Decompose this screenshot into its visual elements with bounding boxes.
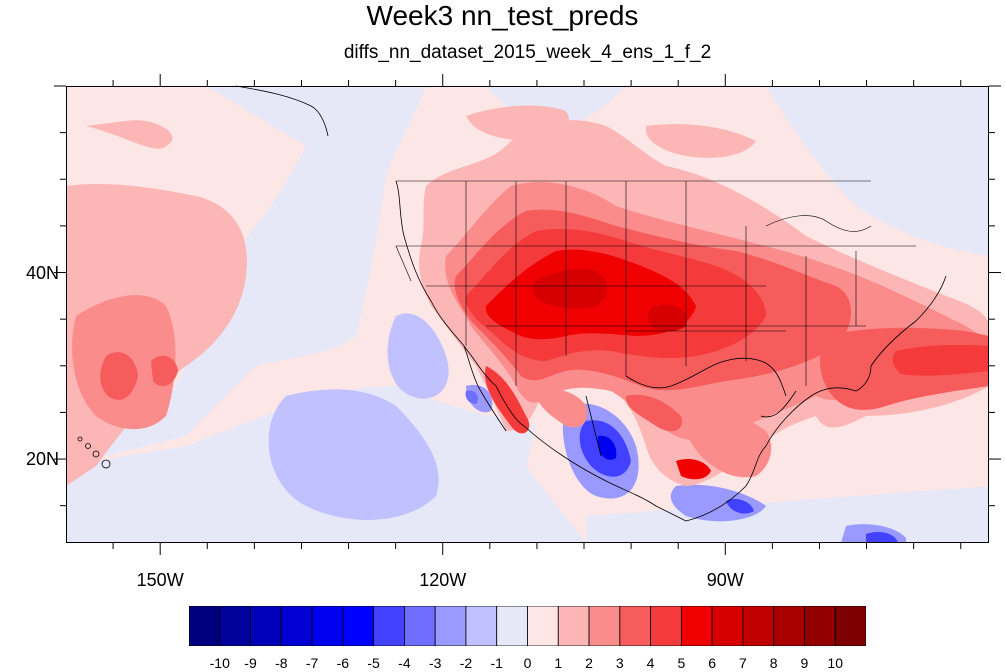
warm-anomaly-regions	[66, 105, 990, 487]
colorbar-label: 9	[800, 655, 809, 671]
colorbar-label: 10	[827, 655, 843, 671]
colorbar-label: 4	[646, 655, 655, 671]
colorbar-box	[804, 606, 836, 646]
colorbar-box	[527, 606, 559, 646]
colorbar-box	[680, 606, 713, 646]
y-tick-label: 20N	[26, 449, 60, 470]
hawaii-islands	[77, 436, 111, 469]
colorbar-label: 7	[739, 655, 747, 671]
colorbar-box	[834, 606, 866, 646]
colorbar-box	[342, 606, 375, 646]
colorbar-label: -10	[209, 655, 230, 671]
map-title: Week3 nn_test_preds	[366, 0, 639, 31]
axis-ticks	[54, 74, 1001, 555]
colorbar-label: 6	[708, 655, 717, 671]
map-frame	[66, 86, 989, 543]
colorbar-box	[311, 606, 344, 646]
colorbar-boxes	[189, 606, 866, 646]
colorbar-box	[557, 606, 590, 646]
colorbar-box	[588, 606, 621, 646]
map-panel	[54, 74, 1001, 555]
colorbar-label: 0	[523, 655, 532, 671]
colorbar-label: -5	[367, 655, 380, 671]
colorbar-box	[250, 606, 282, 646]
colorbar-label: -3	[428, 655, 442, 671]
colorbar-label: 3	[615, 655, 624, 671]
x-tick-label: 90W	[706, 570, 744, 590]
colorbar-label: -9	[244, 655, 257, 671]
colorbar-box	[496, 606, 528, 646]
colorbar-box	[465, 606, 498, 646]
map-subtitle: diffs_nn_dataset_2015_week_4_ens_1_f_2	[343, 42, 712, 63]
state-borders	[395, 180, 916, 386]
colorbar-box	[650, 606, 682, 646]
colorbar-label: 5	[677, 655, 686, 671]
colorbar-label: -7	[305, 655, 319, 671]
colorbar-label: -4	[398, 655, 411, 671]
colorbar-box	[373, 606, 405, 646]
colorbar-box	[711, 606, 744, 646]
colorbar-label: 2	[585, 655, 593, 671]
colorbar-label: 8	[769, 655, 778, 671]
coastlines	[235, 85, 947, 522]
colorbar-box	[619, 606, 651, 646]
x-tick-label: 150W	[136, 570, 184, 590]
colorbar-box	[404, 606, 436, 646]
colorbar-box	[219, 606, 251, 646]
colorbar-box	[280, 606, 313, 646]
colorbar-label: -1	[490, 655, 503, 671]
x-tick-label: 120W	[419, 570, 467, 590]
colorbar-label: -2	[459, 655, 473, 671]
colorbar-box	[434, 606, 467, 646]
colorbar-label: 1	[554, 655, 563, 671]
colorbar	[189, 606, 866, 646]
colorbar-box	[773, 606, 805, 646]
colorbar-label: -8	[275, 655, 288, 671]
colorbar-label: -6	[336, 655, 350, 671]
map-plot	[54, 74, 1001, 555]
colorbar-box	[189, 606, 221, 646]
colorbar-box	[742, 606, 775, 646]
y-tick-label: 40N	[26, 262, 60, 283]
